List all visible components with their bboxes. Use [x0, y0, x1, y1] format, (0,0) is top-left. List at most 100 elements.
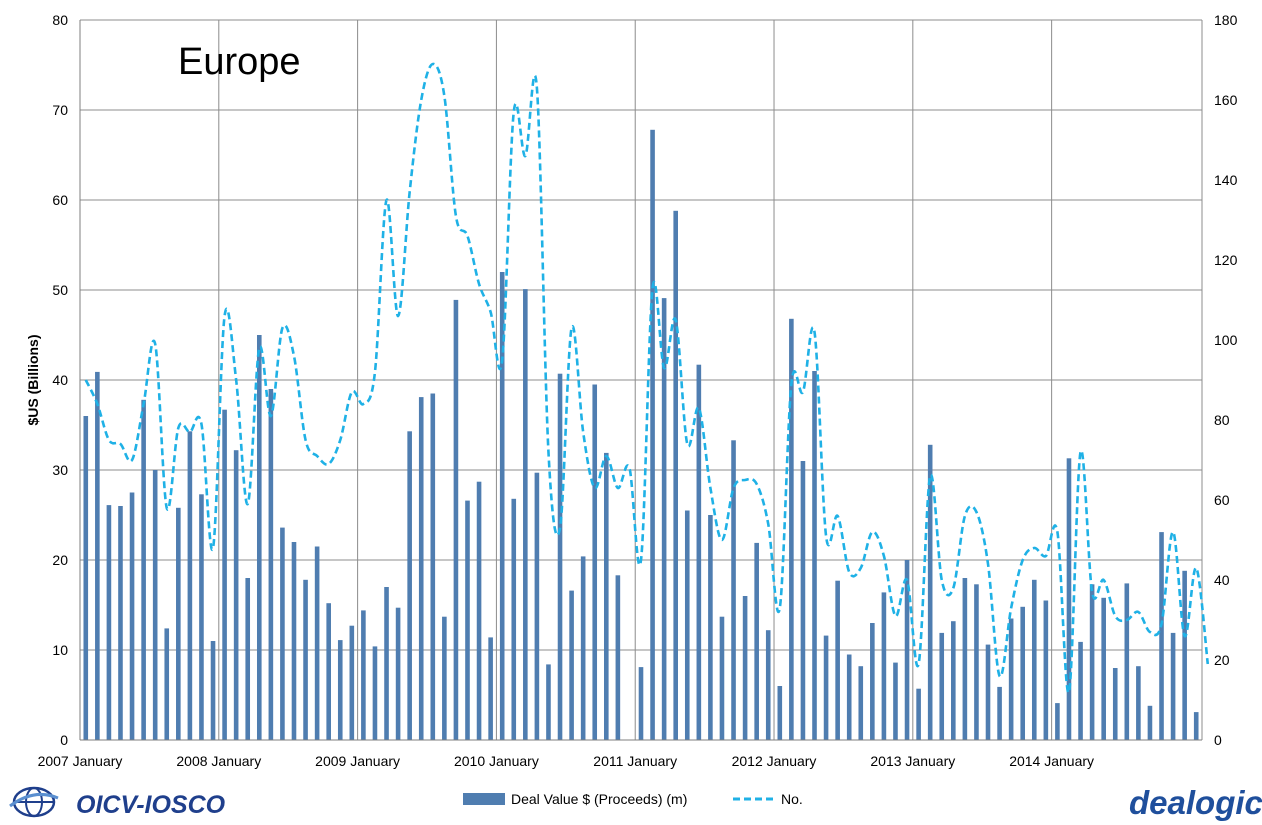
bar: [1112, 668, 1118, 740]
bar: [615, 575, 621, 740]
bar: [731, 440, 736, 740]
y-tick-label: 30: [52, 462, 68, 478]
bar: [453, 299, 459, 740]
bar: [1170, 632, 1176, 740]
bar: [974, 584, 979, 740]
bar: [280, 527, 285, 740]
bar: [176, 507, 181, 740]
legend-bar-label: Deal Value $ (Proceeds) (m): [511, 791, 687, 807]
globe-icon: [9, 786, 59, 818]
bar: [592, 384, 598, 740]
bar: [1020, 606, 1026, 740]
bar: [372, 646, 378, 740]
y-tick-label: 60: [52, 192, 68, 208]
bar: [199, 494, 204, 740]
bar: [488, 637, 493, 740]
y2-tick-label: 20: [1214, 652, 1230, 668]
x-tick-label: 2013 January: [870, 753, 955, 769]
bar: [407, 431, 412, 740]
y2-tick-label: 180: [1214, 12, 1238, 28]
bar: [233, 450, 239, 740]
bar: [546, 664, 551, 740]
bar: [904, 560, 910, 740]
bar: [465, 500, 470, 740]
bar: [939, 632, 945, 740]
dealogic-logo: dealogic: [1129, 784, 1262, 821]
bar: [1066, 458, 1072, 740]
bar: [222, 409, 227, 740]
iosco-logo: OICV-IOSCO: [9, 786, 226, 819]
y-tick-label: 50: [52, 282, 68, 298]
bar: [870, 623, 875, 740]
bar: [1008, 618, 1014, 740]
bar: [349, 625, 355, 740]
bar: [638, 667, 644, 740]
bar: [256, 335, 262, 740]
y-tick-label: 80: [52, 12, 68, 28]
bar: [187, 431, 193, 740]
bar: [141, 399, 146, 740]
bar: [673, 210, 678, 741]
x-tick-label: 2007 January: [38, 753, 123, 769]
bar: [245, 578, 251, 740]
y-tick-label: 0: [60, 732, 68, 748]
bar: [650, 129, 655, 741]
bar: [754, 542, 759, 740]
bar: [1043, 600, 1049, 740]
y2-tick-label: 160: [1214, 92, 1238, 108]
bar: [708, 515, 713, 740]
y2-tick-label: 140: [1214, 172, 1238, 188]
bar: [916, 688, 921, 740]
line-series: [84, 62, 1210, 694]
bar: [661, 298, 667, 740]
bar: [765, 630, 771, 740]
bar: [430, 393, 436, 740]
bar: [476, 481, 482, 740]
legend: Deal Value $ (Proceeds) (m) No.: [463, 791, 803, 807]
series-line-no: [84, 62, 1210, 694]
bar: [893, 662, 898, 740]
y-tick-label: 40: [52, 372, 68, 388]
x-tick-label: 2010 January: [454, 753, 539, 769]
bar: [118, 506, 123, 740]
bar: [580, 556, 586, 740]
y2-tick-label: 120: [1214, 252, 1238, 268]
bar: [835, 580, 840, 740]
bar: [742, 596, 748, 740]
bar: [881, 592, 887, 740]
bar: [557, 373, 563, 740]
bar: [395, 607, 401, 740]
iosco-logo-text: OICV-IOSCO: [76, 791, 226, 819]
bar: [823, 635, 829, 740]
x-tick-label: 2014 January: [1009, 753, 1094, 769]
bar: [314, 546, 320, 740]
bar: [789, 318, 794, 740]
y2-tick-label: 60: [1214, 492, 1230, 508]
bar: [152, 470, 158, 740]
bar: [291, 542, 297, 740]
bar: [846, 654, 852, 740]
bar: [83, 416, 89, 740]
legend-bar-swatch: [463, 793, 505, 805]
bar: [303, 579, 308, 740]
bar: [164, 628, 170, 740]
y2-tick-label: 100: [1214, 332, 1238, 348]
bar: [95, 371, 100, 740]
bar: [962, 578, 968, 740]
y2-tick-label: 0: [1214, 732, 1222, 748]
bar: [1031, 579, 1037, 740]
bar: [106, 505, 112, 740]
x-tick-label: 2009 January: [315, 753, 400, 769]
bar: [268, 389, 274, 740]
y-tick-label: 10: [52, 642, 68, 658]
bar: [1089, 584, 1095, 740]
bar: [129, 492, 135, 740]
bar: [326, 603, 331, 740]
bar: [604, 452, 609, 740]
bar: [499, 272, 505, 740]
bar: [569, 590, 574, 740]
y-tick-label: 70: [52, 102, 68, 118]
x-tick-label: 2012 January: [732, 753, 817, 769]
bar: [951, 621, 956, 740]
bar: [1101, 597, 1106, 740]
